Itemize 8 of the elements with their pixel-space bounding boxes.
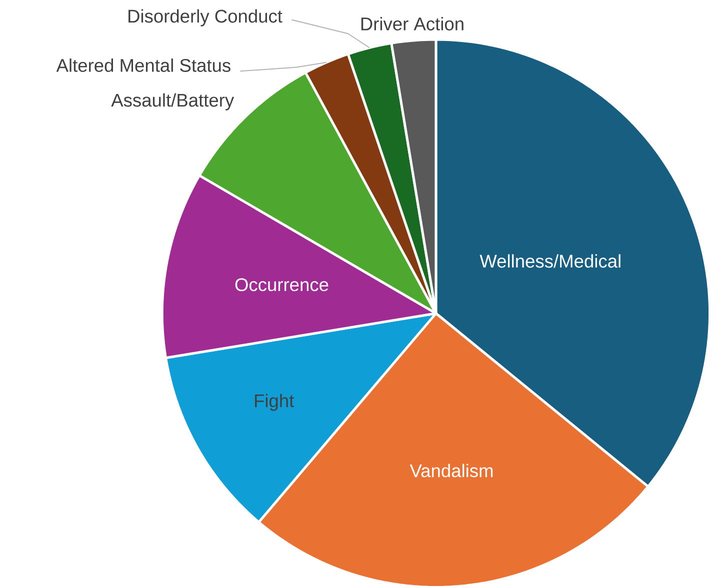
slice-label: Driver Action <box>361 16 464 30</box>
slice-label: Wellness/Medical <box>480 254 620 268</box>
slice-label: Assault/Battery <box>111 93 234 110</box>
slice-label: Occurrence <box>235 278 328 291</box>
slice-label: Altered Mental Status <box>56 58 230 72</box>
slice-label: Fight <box>255 394 294 411</box>
slice-label: Vandalism <box>410 464 493 478</box>
slice-label: Disorderly Conduct <box>128 9 282 26</box>
